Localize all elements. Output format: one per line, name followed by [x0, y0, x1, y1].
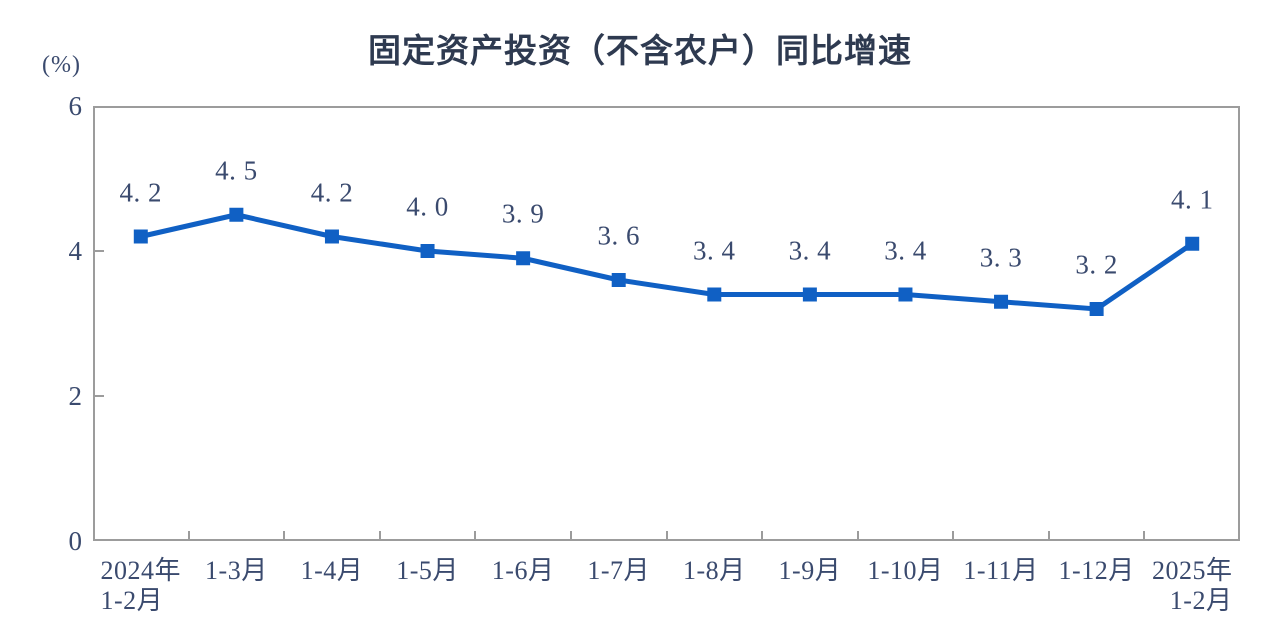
y-axis-tick-mark — [95, 395, 104, 397]
x-axis-tick-label: 1-4月 — [300, 556, 364, 585]
plot-area — [93, 106, 1240, 541]
data-point-label: 4. 1 — [1170, 184, 1214, 215]
x-axis-tick-mark — [952, 531, 955, 539]
x-axis-tick-mark — [474, 531, 477, 539]
y-axis-tick-label: 6 — [68, 91, 83, 121]
y-axis-tick-label: 2 — [68, 381, 83, 411]
x-axis-tick-label: 1-7月 — [587, 556, 651, 585]
x-axis-tick-mark — [569, 531, 572, 539]
x-axis-tick-mark — [856, 531, 859, 539]
y-axis-tick-label: 0 — [68, 526, 83, 556]
data-point-label: 3. 6 — [597, 220, 640, 251]
data-point-label: 4. 5 — [215, 155, 258, 186]
y-axis-unit-label: (%) — [42, 52, 81, 78]
x-axis-tick-label: 1-8月 — [682, 556, 746, 585]
x-axis-tick-label: 1-11月 — [963, 556, 1039, 585]
x-axis-tick-mark — [378, 531, 381, 539]
x-axis-tick-label: 1-10月 — [867, 556, 944, 585]
y-axis-tick-mark — [95, 250, 104, 252]
x-axis-tick-label: 1-6月 — [491, 556, 555, 585]
data-point-label: 3. 4 — [884, 235, 927, 265]
x-axis-tick-label: 2025年 1-2月 — [1151, 556, 1233, 615]
data-point-label: 3. 9 — [501, 198, 545, 229]
x-axis-tick-mark — [187, 531, 190, 539]
x-axis-tick-mark — [283, 531, 286, 539]
data-point-label: 3. 3 — [979, 242, 1023, 273]
x-axis-tick-label: 1-3月 — [205, 556, 268, 585]
x-axis-tick-mark — [1047, 531, 1050, 539]
y-axis-tick-label: 4 — [68, 236, 83, 266]
data-point-label: 3. 2 — [1075, 249, 1118, 280]
data-point-label: 4. 2 — [119, 177, 163, 207]
x-axis-tick-mark — [761, 531, 764, 539]
data-point-label: 4. 2 — [310, 177, 354, 207]
data-point-label: 4. 0 — [406, 191, 449, 222]
x-axis-tick-label: 1-9月 — [778, 556, 842, 585]
data-point-label: 3. 4 — [693, 235, 736, 265]
x-axis-tick-mark — [665, 531, 668, 539]
chart-title: 固定资产投资（不含农户）同比增速 — [368, 32, 912, 69]
data-point-label: 3. 4 — [788, 235, 832, 265]
x-axis-tick-label: 1-5月 — [396, 556, 459, 585]
x-axis-tick-label: 2024年 1-2月 — [100, 556, 182, 615]
x-axis-tick-label: 1-12月 — [1058, 556, 1135, 585]
x-axis-tick-mark — [1143, 531, 1146, 539]
